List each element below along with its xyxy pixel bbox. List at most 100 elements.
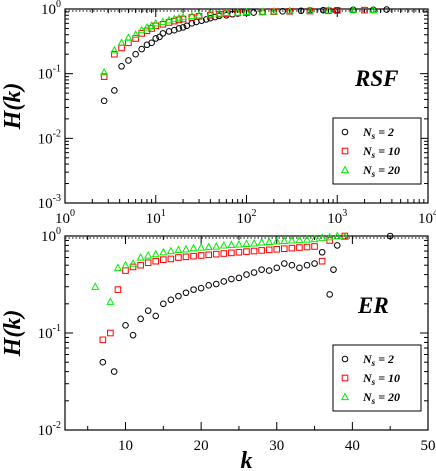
- data-point: [107, 329, 114, 337]
- data-point: [144, 307, 152, 314]
- data-point: [223, 10, 230, 17]
- data-point: [222, 8, 231, 17]
- data-point: [137, 315, 144, 323]
- data-point: [175, 254, 182, 261]
- data-point: [318, 257, 326, 265]
- data-point: [124, 33, 133, 41]
- data-point: [349, 5, 358, 14]
- data-point: [280, 236, 289, 245]
- data-point: [303, 243, 311, 251]
- data-point: [228, 275, 235, 283]
- data-point: [167, 296, 175, 304]
- data-point: [287, 235, 296, 244]
- data-point: [110, 368, 118, 375]
- y-tick-label: 10-3: [38, 193, 61, 212]
- data-point: [114, 286, 122, 293]
- data-point: [212, 242, 221, 250]
- data-point: [296, 244, 303, 251]
- data-point: [220, 278, 228, 285]
- data-point: [164, 15, 174, 24]
- data-point: [205, 251, 212, 259]
- data-point: [183, 22, 191, 30]
- data-point: [273, 264, 281, 272]
- data-point: [295, 235, 304, 244]
- legend-entry: Ns = 2: [362, 352, 394, 368]
- data-point: [125, 39, 132, 47]
- data-point: [110, 45, 119, 54]
- y-tick-label: 10-2: [38, 128, 61, 147]
- x-tick-label: 102: [237, 208, 257, 227]
- data-point: [269, 6, 278, 15]
- data-point: [170, 14, 179, 23]
- data-point: [197, 243, 206, 251]
- data-point: [341, 147, 349, 155]
- legend-entry: Ns = 10: [362, 144, 400, 160]
- series-1: [100, 6, 390, 105]
- data-point: [131, 30, 140, 38]
- data-point: [129, 331, 137, 339]
- data-point: [235, 274, 243, 282]
- data-point: [302, 235, 312, 243]
- data-point: [318, 248, 326, 256]
- data-point: [113, 263, 122, 271]
- data-point: [281, 260, 288, 267]
- y-tick-label: 100: [41, 0, 61, 18]
- data-point: [160, 256, 167, 263]
- data-point: [243, 248, 250, 255]
- series-3: [91, 231, 349, 305]
- data-point: [152, 35, 160, 42]
- data-point: [265, 246, 273, 254]
- data-point: [215, 10, 223, 18]
- series-2: [100, 6, 368, 80]
- x-axis-label: k: [241, 448, 253, 471]
- data-point: [159, 30, 167, 37]
- data-point: [383, 6, 390, 13]
- data-point: [137, 261, 144, 269]
- data-point: [303, 261, 311, 269]
- data-point: [190, 286, 197, 293]
- data-point: [202, 16, 210, 23]
- data-point: [99, 358, 107, 366]
- data-point: [106, 297, 115, 305]
- data-point: [121, 260, 130, 269]
- data-point: [151, 18, 160, 27]
- series-3: [100, 5, 378, 76]
- data-point: [288, 261, 296, 269]
- data-point: [281, 245, 288, 252]
- data-point: [132, 35, 139, 42]
- data-point: [219, 240, 228, 249]
- data-point: [341, 355, 349, 363]
- data-point: [341, 128, 349, 136]
- data-point: [285, 6, 294, 15]
- data-point: [156, 33, 163, 41]
- data-point: [129, 263, 137, 271]
- data-point: [125, 57, 132, 64]
- data-point: [296, 264, 303, 272]
- y-tick-label: 10-1: [38, 323, 61, 342]
- data-point: [326, 237, 333, 244]
- x-tick-label: 50: [421, 438, 436, 454]
- data-point: [158, 17, 167, 26]
- data-point: [369, 5, 378, 13]
- x-tick-label: 40: [345, 438, 360, 454]
- data-point: [243, 271, 250, 278]
- data-point: [205, 282, 212, 289]
- data-point: [159, 247, 168, 256]
- x-tick-label: 30: [269, 438, 284, 454]
- data-point: [258, 266, 265, 273]
- data-point: [195, 10, 204, 19]
- data-point: [272, 236, 281, 245]
- data-point: [324, 5, 333, 14]
- data-point: [197, 252, 205, 259]
- data-point: [279, 8, 286, 15]
- series-2: [99, 232, 349, 344]
- data-point: [138, 45, 145, 53]
- data-point: [243, 9, 250, 16]
- data-point: [174, 245, 183, 253]
- legend: Ns = 2 Ns = 10 Ns = 20: [332, 344, 422, 412]
- data-point: [111, 87, 118, 94]
- data-point: [340, 165, 350, 174]
